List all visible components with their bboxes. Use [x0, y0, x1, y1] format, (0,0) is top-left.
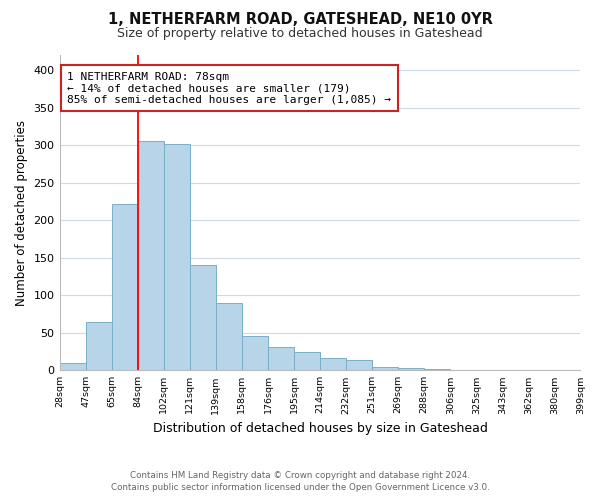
Bar — [320, 358, 346, 370]
Text: 1, NETHERFARM ROAD, GATESHEAD, NE10 0YR: 1, NETHERFARM ROAD, GATESHEAD, NE10 0YR — [107, 12, 493, 28]
Bar — [398, 368, 424, 370]
Bar — [137, 142, 164, 370]
Bar — [190, 265, 216, 370]
Text: Contains HM Land Registry data © Crown copyright and database right 2024.
Contai: Contains HM Land Registry data © Crown c… — [110, 471, 490, 492]
Bar — [112, 204, 137, 370]
Text: 1 NETHERFARM ROAD: 78sqm
← 14% of detached houses are smaller (179)
85% of semi-: 1 NETHERFARM ROAD: 78sqm ← 14% of detach… — [67, 72, 391, 104]
Bar — [424, 369, 450, 370]
Bar — [164, 144, 190, 370]
X-axis label: Distribution of detached houses by size in Gateshead: Distribution of detached houses by size … — [152, 422, 487, 435]
Bar — [216, 302, 242, 370]
Bar — [86, 322, 112, 370]
Bar — [294, 352, 320, 370]
Text: Size of property relative to detached houses in Gateshead: Size of property relative to detached ho… — [117, 28, 483, 40]
Bar — [59, 363, 86, 370]
Y-axis label: Number of detached properties: Number of detached properties — [15, 120, 28, 306]
Bar — [372, 366, 398, 370]
Bar — [242, 336, 268, 370]
Bar — [268, 347, 294, 370]
Bar — [346, 360, 372, 370]
